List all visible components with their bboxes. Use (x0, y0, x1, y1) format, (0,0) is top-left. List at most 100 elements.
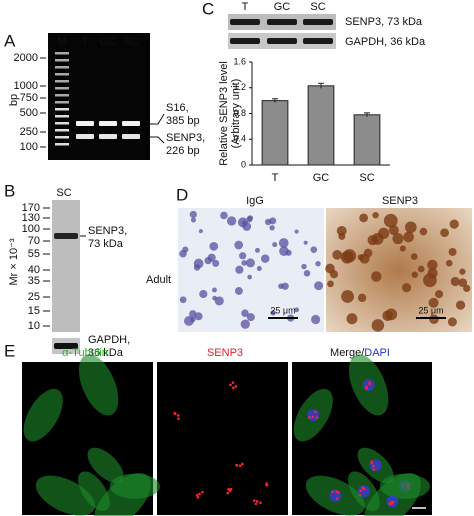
dot (335, 490, 338, 493)
band (267, 38, 297, 44)
tick-label: 170 (22, 202, 40, 214)
annotation: GAPDH, 36 kDa (345, 36, 426, 48)
nucleus (246, 216, 253, 223)
nucleus (303, 240, 308, 245)
dot (234, 385, 238, 388)
cell (35, 475, 95, 516)
nucleus (279, 246, 289, 256)
band (76, 121, 94, 126)
cell (78, 354, 119, 416)
dot (336, 497, 339, 500)
tick-label: 750 (20, 92, 38, 104)
lane-label: GC (274, 1, 291, 13)
error-bar (272, 98, 278, 103)
nucleus (371, 319, 385, 332)
nucleus (346, 313, 358, 325)
nucleus (264, 218, 272, 226)
lane-label: T (242, 1, 249, 13)
nucleus (429, 314, 439, 325)
dot (201, 490, 204, 494)
dot (265, 483, 269, 487)
nucleus (310, 246, 318, 254)
nucleus (179, 296, 187, 304)
annotation: SENP3, (88, 225, 127, 237)
nucleus (327, 280, 334, 288)
micrograph (178, 208, 324, 332)
nucleus (240, 319, 250, 329)
band (303, 19, 333, 25)
nucleus (419, 227, 428, 236)
nucleus (307, 409, 320, 422)
dot (259, 501, 262, 505)
dot (226, 491, 230, 495)
dot (389, 501, 393, 504)
band (122, 134, 140, 139)
tick-label: 55 (28, 248, 40, 260)
tick-label: 500 (20, 107, 38, 119)
lane-label: M (57, 36, 66, 48)
ladder-band (55, 52, 69, 55)
tick-label: 25 (28, 291, 40, 303)
nucleus (359, 213, 369, 223)
nucleus (303, 269, 311, 277)
lane-label: SC (56, 187, 71, 199)
nucleus (190, 316, 196, 323)
row-label: Adult (146, 274, 171, 286)
nucleus (270, 310, 276, 316)
dot (177, 417, 180, 421)
dot (228, 489, 232, 492)
nucleus (362, 378, 375, 391)
y-tick-label: 0.8 (233, 108, 246, 118)
dot (331, 490, 334, 494)
nucleus (235, 265, 244, 274)
nucleus (190, 217, 196, 223)
band (230, 38, 260, 44)
error-bar (318, 82, 324, 89)
nucleus (234, 287, 243, 295)
nucleus (445, 259, 453, 267)
column-label: IgG (246, 195, 264, 207)
bar (353, 114, 381, 166)
nucleus (463, 284, 471, 293)
cell (23, 388, 63, 442)
nucleus (194, 312, 203, 321)
nucleus (199, 289, 208, 299)
dot (241, 462, 244, 466)
axis-label: bp (8, 94, 20, 106)
dot (308, 416, 311, 419)
nucleus (332, 249, 343, 260)
nucleus (448, 247, 457, 256)
ladder-band (55, 73, 69, 76)
nucleus (212, 259, 220, 267)
dot (311, 415, 315, 419)
dot (359, 489, 362, 493)
nucleus (357, 293, 367, 303)
nucleus (325, 263, 335, 274)
nucleus (383, 213, 398, 228)
bar (307, 85, 335, 166)
nucleus (189, 210, 197, 219)
cell (87, 447, 124, 484)
x-tick-label: GC (313, 172, 330, 184)
nucleus (459, 268, 466, 275)
scale-label: 25 μm (270, 305, 295, 315)
nucleus (371, 271, 382, 282)
nucleus (269, 225, 275, 231)
nucleus (315, 260, 321, 267)
nucleus (242, 222, 252, 231)
tick-label: 130 (22, 212, 40, 224)
column-label: α-Tubulin (62, 347, 108, 359)
dot (231, 381, 235, 384)
band (76, 134, 94, 139)
annotation: 385 bp (166, 115, 200, 127)
tick-label: 100 (20, 141, 38, 153)
error-bar (364, 112, 370, 117)
nucleus (411, 271, 418, 278)
ladder-band (55, 129, 69, 132)
nucleus (294, 307, 300, 313)
nucleus (209, 241, 219, 251)
nucleus (434, 289, 444, 299)
band (230, 19, 260, 25)
nucleus (246, 313, 255, 322)
ladder-band (55, 80, 69, 83)
